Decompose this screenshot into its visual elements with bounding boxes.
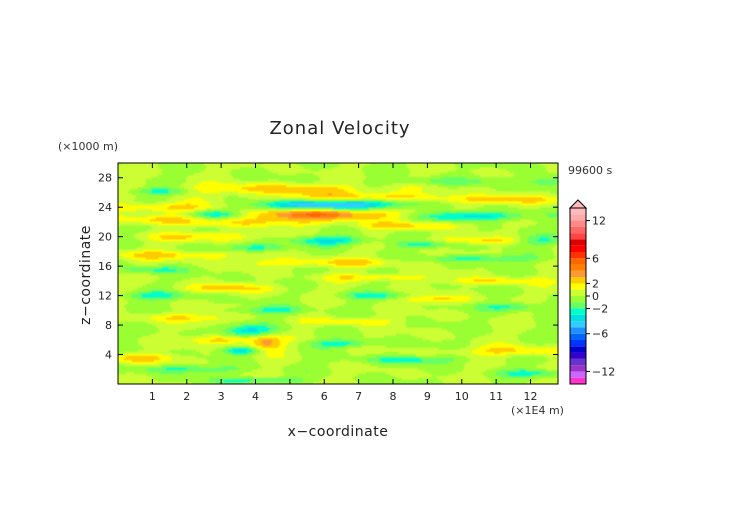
time-label: 99600 s xyxy=(568,164,612,177)
x-tick-label: 9 xyxy=(424,390,431,403)
colorbar-swatch xyxy=(570,239,586,246)
y-tick-label: 20 xyxy=(98,231,112,244)
y-tick-label: 16 xyxy=(98,260,112,273)
colorbar-swatch xyxy=(570,214,586,221)
plot-area xyxy=(117,162,559,385)
colorbar: 12 6 20−2 −6 −12 xyxy=(568,199,615,385)
chart-title: Zonal Velocity xyxy=(269,118,410,139)
colorbar-swatch xyxy=(570,277,586,284)
colorbar-swatch xyxy=(570,358,586,366)
colorbar-swatch xyxy=(570,308,586,315)
colorbar-swatch xyxy=(570,296,586,303)
x-tick-label: 10 xyxy=(455,390,469,403)
x-tick-label: 11 xyxy=(489,390,503,403)
colorbar-swatch xyxy=(570,252,586,259)
x-tick-label: 1 xyxy=(149,390,156,403)
colorbar-swatch xyxy=(570,377,586,384)
y-tick-label: 12 xyxy=(98,290,112,303)
colorbar-tick-label: 2 xyxy=(592,277,599,290)
y-tick-label: 8 xyxy=(105,319,112,332)
x-tick-label: 7 xyxy=(355,390,362,403)
y-axis-label: z−coordinate xyxy=(78,225,94,325)
colorbar-swatch xyxy=(570,226,586,234)
y-tick-label: 28 xyxy=(98,172,112,185)
colorbar-swatch xyxy=(570,264,586,271)
y-tick-label: 24 xyxy=(98,201,112,214)
colorbar-swatch xyxy=(570,365,586,372)
colorbar-tick-label: −2 xyxy=(592,303,608,316)
x-tick-label: 4 xyxy=(252,390,259,403)
velocity-field xyxy=(118,163,558,384)
colorbar-tick-label: −6 xyxy=(592,328,608,341)
x-axis-label: x−coordinate xyxy=(288,424,389,440)
colorbar-swatch xyxy=(570,314,586,322)
colorbar-tick-label: 6 xyxy=(592,252,599,265)
x-tick-label: 2 xyxy=(183,390,190,403)
colorbar-swatch xyxy=(570,352,586,359)
y-axis-ticks: 4 8 12 16 20 24 28 xyxy=(98,172,558,362)
colorbar-swatch xyxy=(570,283,586,290)
y-unit-label: (×1000 m) xyxy=(58,140,118,153)
x-unit-label: (×1E4 m) xyxy=(511,404,564,417)
colorbar-extend-arrow xyxy=(568,199,588,209)
colorbar-swatch xyxy=(570,371,586,378)
colorbar-swatch xyxy=(570,245,586,252)
plot-frame xyxy=(117,162,559,385)
y-tick-label: 4 xyxy=(105,349,112,362)
colorbar-tick-label: 12 xyxy=(592,215,606,228)
colorbar-tick-label: −12 xyxy=(592,365,615,378)
colorbar-swatch xyxy=(570,346,586,353)
colorbar-swatch xyxy=(570,220,586,227)
colorbar-swatch xyxy=(570,302,586,309)
colorbar-swatch xyxy=(570,233,586,240)
colorbar-swatch xyxy=(570,208,586,215)
colorbar-swatch xyxy=(570,333,586,340)
colorbar-swatch xyxy=(570,289,586,296)
colorbar-swatch xyxy=(570,258,586,265)
colorbar-swatch xyxy=(570,321,586,328)
x-tick-label: 12 xyxy=(524,390,538,403)
colorbar-swatch xyxy=(570,340,586,347)
colorbar-tick-label: 0 xyxy=(592,290,599,303)
x-tick-label: 8 xyxy=(390,390,397,403)
colorbar-swatch xyxy=(570,327,586,334)
x-axis-ticks: 1 2 3 4 5 6 7 8 9 10 11 12 xyxy=(149,163,538,403)
x-tick-label: 3 xyxy=(218,390,225,403)
colorbar-swatch xyxy=(570,270,586,278)
x-tick-label: 6 xyxy=(321,390,328,403)
x-tick-label: 5 xyxy=(286,390,293,403)
